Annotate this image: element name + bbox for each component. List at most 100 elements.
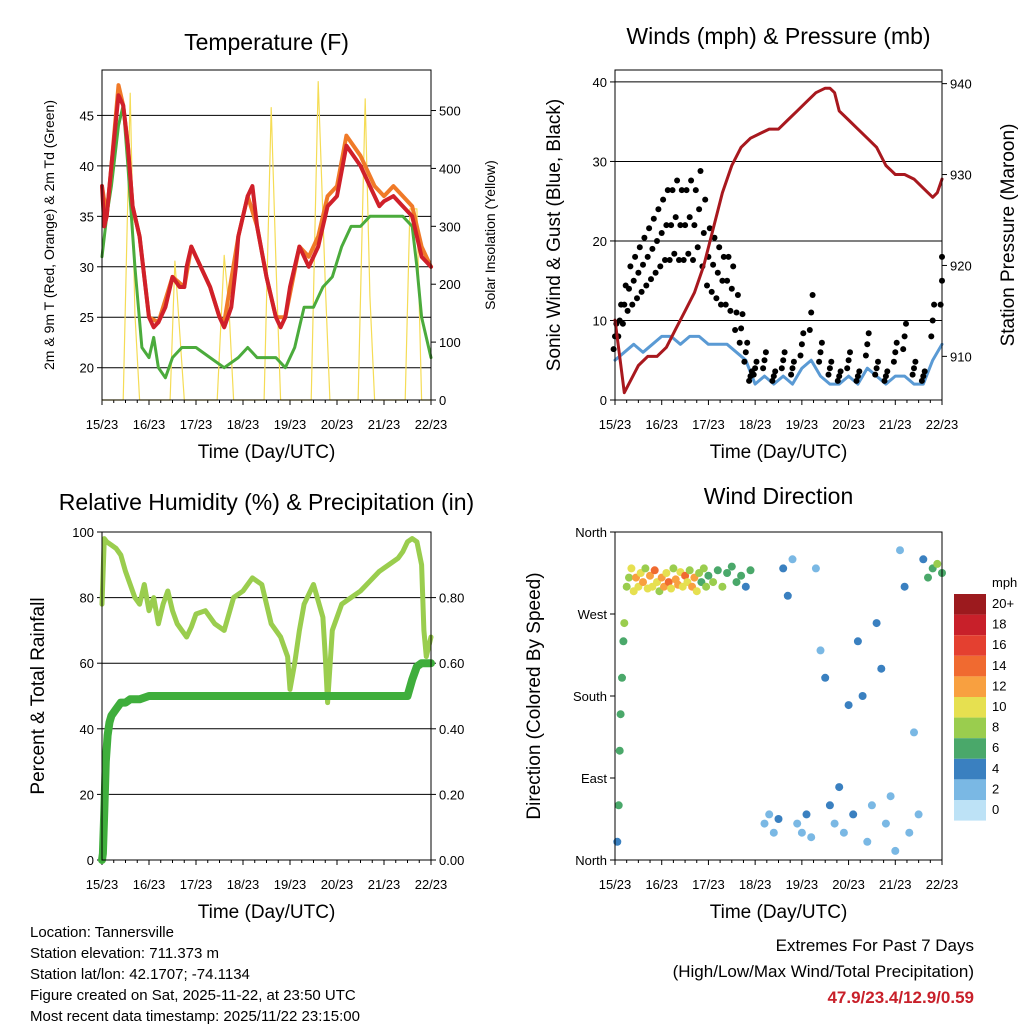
gust-point bbox=[686, 214, 693, 221]
wind_direction-xtick-label: 21/23 bbox=[879, 877, 912, 892]
winds-xtick-label: 22/23 bbox=[926, 417, 959, 432]
gust-point bbox=[920, 373, 927, 380]
humidity-ytick-label: 80 bbox=[80, 591, 94, 606]
wind_direction-ytick-label: West bbox=[578, 607, 608, 622]
wind-direction-point bbox=[783, 591, 792, 600]
gust-point bbox=[911, 365, 917, 372]
legend-swatch bbox=[954, 614, 986, 636]
gust-point bbox=[741, 358, 748, 365]
wind-direction-point bbox=[872, 619, 881, 628]
gust-point bbox=[854, 373, 861, 380]
gust-point bbox=[929, 317, 936, 324]
winds-y2tick-label: 920 bbox=[950, 258, 972, 273]
gust-point bbox=[682, 222, 689, 229]
temperature-ylabel-right: Solar Insolation (Yellow) bbox=[482, 160, 498, 310]
winds-xtick-label: 20/23 bbox=[832, 417, 865, 432]
legend-label: 4 bbox=[992, 761, 999, 776]
wind-direction-point bbox=[692, 587, 701, 596]
gust-point bbox=[736, 339, 743, 346]
winds-xtick-label: 18/23 bbox=[739, 417, 772, 432]
wind-direction-point bbox=[835, 783, 844, 792]
gust-point bbox=[760, 365, 767, 372]
gust-point bbox=[696, 206, 703, 213]
panel-humidity: Relative Humidity (%) & Precipitation (i… bbox=[28, 489, 474, 923]
gust-point bbox=[845, 357, 852, 364]
temperature-xtick-label: 21/23 bbox=[368, 417, 401, 432]
panel-wind_direction: Wind Direction North East South West North 15/… bbox=[524, 483, 958, 923]
winds-xtick-label: 17/23 bbox=[692, 417, 725, 432]
gust-point bbox=[752, 365, 759, 372]
gust-point bbox=[753, 358, 760, 365]
humidity-ytick-label: 20 bbox=[80, 787, 94, 802]
wind-direction-point bbox=[741, 582, 750, 591]
wind-direction-point bbox=[797, 828, 806, 837]
humidity-y2tick-label: 0.60 bbox=[439, 656, 464, 671]
temperature-y2tick-label: 0 bbox=[439, 393, 446, 408]
wind-direction-point bbox=[849, 810, 858, 819]
wind-direction-point bbox=[702, 582, 711, 591]
wind_direction-xlabel: Time (Day/UTC) bbox=[710, 902, 848, 923]
gust-point bbox=[761, 357, 768, 364]
wind-direction-point bbox=[816, 646, 825, 655]
temperature-ytick-label: 35 bbox=[80, 209, 94, 224]
wind-direction-point bbox=[891, 846, 900, 855]
winds-y2tick-label: 910 bbox=[950, 349, 972, 364]
wind-direction-point bbox=[863, 837, 872, 846]
gust-point bbox=[847, 349, 853, 356]
winds-xtick-label: 15/23 bbox=[599, 417, 632, 432]
gust-point bbox=[634, 295, 640, 302]
gust-point bbox=[680, 257, 687, 263]
legend-swatch bbox=[954, 635, 986, 656]
gust-point bbox=[742, 349, 749, 356]
wind_direction-xtick-label: 22/23 bbox=[926, 877, 959, 892]
extremes-box: Extremes For Past 7 Days (High/Low/Max W… bbox=[673, 933, 974, 1011]
station-latlon: Station lat/lon: 42.1707; -74.1134 bbox=[30, 966, 250, 983]
winds-ytick-label: 0 bbox=[600, 393, 607, 408]
wind-direction-point bbox=[765, 810, 774, 819]
temperature-xtick-label: 22/23 bbox=[415, 417, 448, 432]
wind-direction-point bbox=[699, 564, 708, 573]
temperature-ytick-label: 40 bbox=[80, 159, 94, 174]
winds-ylabel-right: Station Pressure (Maroon) bbox=[998, 124, 1019, 347]
gust-point bbox=[734, 292, 741, 298]
gust-point bbox=[619, 320, 626, 327]
legend-label: 8 bbox=[992, 720, 999, 735]
wind-direction-point bbox=[615, 746, 624, 755]
gust-point bbox=[809, 292, 816, 298]
gust-point bbox=[881, 377, 888, 384]
gust-point bbox=[789, 365, 796, 372]
gust-point bbox=[798, 341, 805, 348]
gust-point bbox=[662, 257, 668, 263]
wind-direction-point bbox=[625, 573, 633, 582]
legend-swatch bbox=[954, 779, 986, 800]
gust-point bbox=[893, 339, 900, 346]
gust-point bbox=[720, 253, 727, 260]
wind_direction-ytick-label: East bbox=[581, 771, 607, 786]
humidity-ytick-label: 100 bbox=[72, 525, 94, 540]
gust-point bbox=[669, 187, 676, 194]
panel-temperature: Temperature (F) 20 25 30 35 40 45 0 100 200 300 400… bbox=[41, 29, 498, 463]
gust-point bbox=[928, 333, 935, 340]
gust-point bbox=[727, 307, 734, 314]
wind-direction-point bbox=[746, 566, 755, 575]
temperature-y2tick-label: 200 bbox=[439, 277, 461, 292]
temperature-xtick-label: 15/23 bbox=[86, 417, 119, 432]
gust-point bbox=[884, 368, 891, 375]
winds-ytick-label: 10 bbox=[593, 313, 607, 328]
temperature-ytick-label: 25 bbox=[80, 310, 94, 325]
legend-title: mph bbox=[992, 575, 1017, 590]
winds-ylabel: Sonic Wind & Gust (Blue, Black) bbox=[544, 99, 565, 371]
legend-swatch bbox=[954, 800, 986, 821]
gust-point bbox=[770, 373, 777, 380]
gust-point bbox=[685, 250, 692, 257]
speed-legend: mph 20+ 18 16 14 12 10 8 6 4 2 0 bbox=[954, 575, 1017, 821]
wind-direction-point bbox=[709, 578, 718, 587]
extremes-title: Extremes For Past 7 Days bbox=[775, 936, 974, 955]
gust-point bbox=[826, 365, 833, 372]
winds-xlabel: Time (Day/UTC) bbox=[710, 442, 848, 463]
gust-point bbox=[688, 177, 695, 184]
wind-direction-point bbox=[713, 566, 722, 575]
humidity-plot-frame bbox=[101, 531, 432, 861]
gust-point bbox=[882, 373, 889, 380]
winds-xtick-label: 16/23 bbox=[645, 417, 678, 432]
